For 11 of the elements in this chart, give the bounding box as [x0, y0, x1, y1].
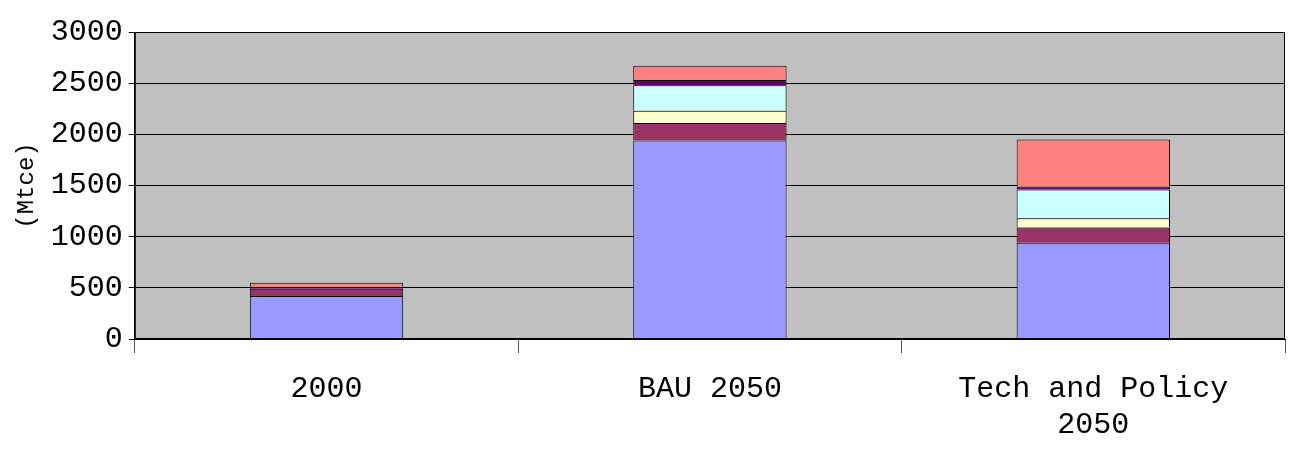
y-tick-label: 3000	[50, 14, 123, 49]
y-tick-label: 1000	[50, 219, 123, 254]
y-tick-label: 1500	[50, 168, 123, 203]
x-tick-label: BAU 2050	[637, 371, 782, 406]
x-tick-label: Tech and Policy 2050	[958, 371, 1229, 442]
y-tick-label: 2500	[50, 66, 123, 101]
y-tick-label: 0	[104, 321, 123, 356]
x-tick-label: 2000	[290, 371, 363, 406]
y-axis-title: (Mtce)	[12, 142, 40, 229]
y-tick-label: 2000	[50, 117, 123, 152]
y-tick-label: 500	[68, 270, 123, 305]
